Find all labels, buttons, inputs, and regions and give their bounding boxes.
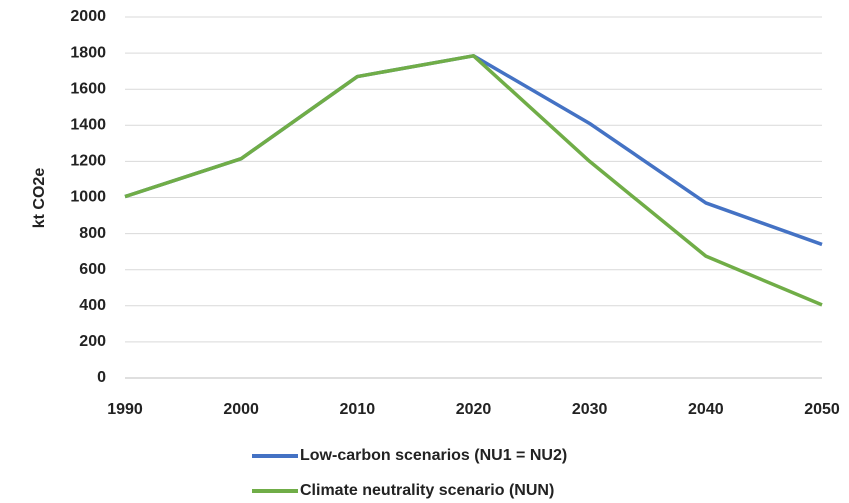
series-line: [124, 54, 823, 307]
x-tick-label: 2030: [572, 401, 608, 418]
legend-label: Low-carbon scenarios (NU1 = NU2): [300, 447, 567, 464]
y-axis-label: kt CO2e: [31, 168, 48, 229]
x-tick-label: 2040: [688, 401, 724, 418]
y-tick-label: 1000: [70, 189, 106, 206]
y-tick-label: 0: [97, 369, 106, 386]
series-line: [124, 54, 823, 247]
x-tick-label: 2050: [804, 401, 840, 418]
y-tick-label: 1200: [70, 153, 106, 170]
x-tick-label: 2020: [456, 401, 492, 418]
y-tick-label: 600: [79, 261, 106, 278]
y-tick-label: 1400: [70, 117, 106, 134]
x-tick-label: 1990: [107, 401, 143, 418]
legend-label: Climate neutrality scenario (NUN): [300, 482, 554, 499]
y-tick-label: 400: [79, 297, 106, 314]
y-tick-label: 1800: [70, 44, 106, 61]
x-tick-label: 2000: [223, 401, 259, 418]
y-tick-label: 2000: [70, 8, 106, 25]
y-tick-label: 800: [79, 225, 106, 242]
y-tick-label: 1600: [70, 80, 106, 97]
y-tick-label: 200: [79, 333, 106, 350]
x-tick-label: 2010: [340, 401, 376, 418]
